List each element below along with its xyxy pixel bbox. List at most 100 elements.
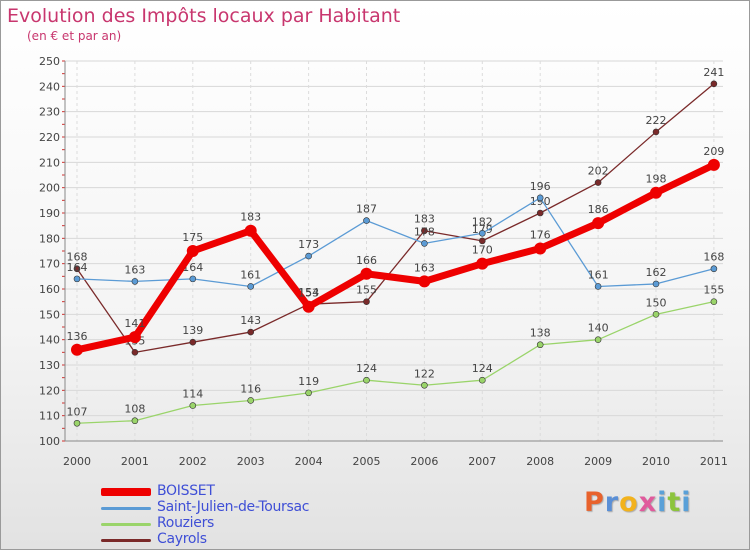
- data-point-saint-julien-de-toursac: [189, 275, 197, 283]
- data-point-boisset: [128, 331, 141, 344]
- data-point-cayrols: [363, 298, 370, 305]
- data-label-saint-julien-de-toursac: 196: [530, 180, 551, 193]
- x-tick-label: 2000: [63, 455, 91, 468]
- data-point-boisset: [476, 257, 489, 270]
- legend-swatch: [101, 523, 151, 526]
- data-label-rouziers: 116: [240, 382, 261, 395]
- legend-label: Cayrols: [157, 531, 207, 547]
- data-point-rouziers: [247, 397, 254, 404]
- data-point-rouziers: [189, 402, 197, 409]
- data-label-rouziers: 124: [472, 362, 493, 375]
- data-point-boisset: [360, 267, 373, 280]
- x-tick-label: 2010: [642, 455, 670, 468]
- logo-letter: x: [638, 487, 658, 518]
- data-label-cayrols: 168: [67, 251, 88, 264]
- y-tick-label: 230: [39, 106, 60, 119]
- data-point-cayrols: [478, 237, 486, 245]
- y-tick-label: 250: [39, 55, 60, 68]
- data-point-saint-julien-de-toursac: [536, 194, 544, 202]
- data-label-saint-julien-de-toursac: 173: [298, 238, 319, 251]
- legend-swatch: [101, 539, 151, 542]
- data-label-boisset: 175: [182, 231, 203, 244]
- data-label-cayrols: 202: [588, 165, 609, 178]
- data-point-rouziers: [652, 311, 660, 318]
- data-label-saint-julien-de-toursac: 182: [472, 215, 493, 228]
- data-label-rouziers: 107: [67, 405, 88, 418]
- y-tick-label: 240: [39, 80, 60, 93]
- data-point-cayrols: [594, 179, 602, 186]
- data-point-saint-julien-de-toursac: [478, 229, 486, 237]
- data-label-boisset: 163: [414, 261, 435, 274]
- data-point-rouziers: [710, 298, 718, 305]
- data-point-rouziers: [363, 376, 370, 384]
- data-point-boisset: [534, 242, 547, 255]
- data-point-boisset: [418, 275, 431, 288]
- data-point-cayrols: [421, 227, 428, 235]
- legend-swatch: [101, 507, 151, 510]
- data-point-saint-julien-de-toursac: [363, 217, 370, 224]
- data-label-boisset: 170: [472, 244, 493, 257]
- data-point-cayrols: [652, 128, 660, 136]
- data-point-boisset: [71, 343, 83, 356]
- data-point-cayrols: [247, 328, 254, 336]
- data-point-saint-julien-de-toursac: [594, 283, 602, 290]
- data-point-rouziers: [478, 376, 486, 384]
- x-tick-label: 2009: [584, 455, 612, 468]
- x-tick-label: 2006: [410, 455, 438, 468]
- data-label-saint-julien-de-toursac: 163: [124, 263, 145, 276]
- data-label-boisset: 186: [588, 203, 609, 216]
- data-label-rouziers: 114: [182, 388, 203, 401]
- y-tick-label: 140: [39, 334, 60, 347]
- y-tick-label: 180: [39, 232, 60, 245]
- legend-label: BOISSET: [157, 483, 215, 499]
- data-label-boisset: 198: [646, 173, 667, 186]
- data-label-rouziers: 138: [530, 327, 551, 340]
- data-label-rouziers: 124: [356, 362, 377, 375]
- data-label-boisset: 136: [67, 330, 88, 343]
- series-line-boisset: [73, 161, 718, 354]
- data-label-saint-julien-de-toursac: 168: [703, 251, 724, 264]
- data-point-rouziers: [73, 419, 81, 427]
- series-line-rouziers: [76, 301, 715, 424]
- data-point-boisset: [302, 300, 315, 313]
- data-point-boisset: [592, 217, 605, 230]
- series-line-saint-julien-de-toursac: [76, 197, 715, 288]
- data-point-boisset: [186, 245, 199, 257]
- data-label-boisset: 176: [530, 228, 551, 241]
- data-point-saint-julien-de-toursac: [305, 252, 312, 260]
- data-label-saint-julien-de-toursac: 164: [67, 261, 88, 274]
- chart-title: Evolution des Impôts locaux par Habitant: [7, 5, 401, 27]
- data-label-cayrols: 222: [646, 114, 667, 127]
- data-point-rouziers: [305, 389, 312, 397]
- x-tick-label: 2008: [526, 455, 554, 468]
- data-label-cayrols: 241: [703, 66, 724, 79]
- y-tick-label: 200: [39, 182, 60, 195]
- data-label-rouziers: 122: [414, 367, 435, 380]
- data-point-saint-julien-de-toursac: [247, 283, 254, 290]
- data-label-saint-julien-de-toursac: 162: [646, 266, 667, 279]
- y-tick-label: 130: [39, 359, 60, 372]
- data-point-saint-julien-de-toursac: [421, 240, 428, 247]
- data-label-cayrols: 179: [472, 223, 493, 236]
- x-tick-label: 2007: [468, 455, 496, 468]
- data-point-cayrols: [189, 338, 197, 346]
- logo-letter: r: [604, 487, 620, 518]
- data-point-cayrols: [73, 265, 81, 273]
- data-label-rouziers: 150: [646, 296, 667, 309]
- data-point-rouziers: [421, 381, 428, 389]
- x-tick-label: 2002: [179, 455, 207, 468]
- y-tick-label: 120: [39, 384, 60, 397]
- data-point-boisset: [707, 158, 720, 171]
- data-label-boisset: 166: [356, 254, 377, 267]
- x-tick-label: 2003: [237, 455, 265, 468]
- y-tick-label: 110: [39, 410, 60, 423]
- data-point-cayrols: [536, 209, 544, 217]
- proxiti-logo: Proxiti: [584, 487, 692, 518]
- data-point-rouziers: [131, 417, 139, 425]
- x-tick-label: 2004: [295, 455, 323, 468]
- data-point-saint-julien-de-toursac: [131, 278, 139, 285]
- data-label-rouziers: 119: [298, 375, 319, 388]
- data-label-rouziers: 140: [588, 322, 609, 335]
- x-tick-label: 2011: [700, 455, 728, 468]
